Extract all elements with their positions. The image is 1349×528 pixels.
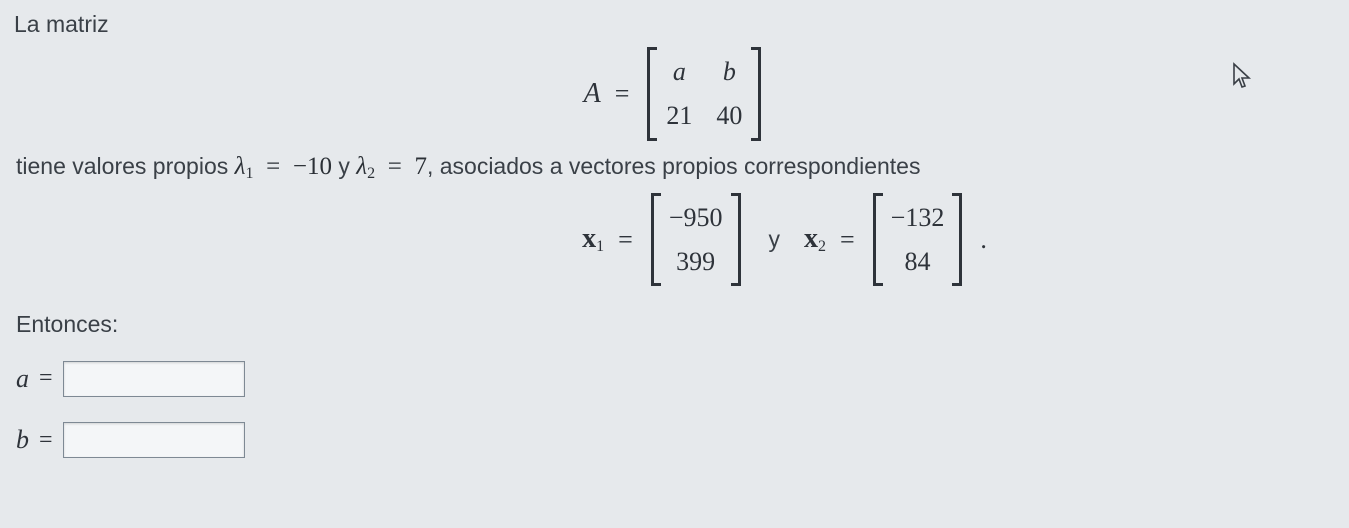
lambda1-symbol: λ1 xyxy=(235,153,254,180)
answer-label-b: b xyxy=(16,421,29,459)
line2-mid: y xyxy=(338,153,356,179)
matrix-A-40: 40 xyxy=(715,97,743,135)
answer-input-b[interactable] xyxy=(63,422,245,458)
matrix-equation-block: A = a b 21 40 xyxy=(14,47,1335,140)
period: . xyxy=(980,221,987,259)
answer-row-a: a = xyxy=(16,360,1335,398)
intro-text: La matriz xyxy=(14,8,1335,41)
line2-pre: tiene valores propios xyxy=(16,153,235,179)
vector-x2: −132 84 xyxy=(869,193,967,286)
eigen-text-line: tiene valores propios λ1 = −10 y λ2 = 7,… xyxy=(16,149,1335,185)
lambda2-symbol: λ2 xyxy=(356,153,375,180)
answer-row-b: b = xyxy=(16,421,1335,459)
entonces-label: Entonces: xyxy=(16,308,1335,341)
equals-sign-a: = xyxy=(39,361,53,396)
symbol-A: A xyxy=(584,74,601,115)
lambda2-value: 7 xyxy=(414,153,427,180)
equals-sign-2: = xyxy=(260,153,287,180)
answer-label-a: a xyxy=(16,360,29,398)
equals-sign-4: = xyxy=(618,221,633,259)
symbol-x1: x1 xyxy=(582,219,604,260)
equals-sign-3: = xyxy=(381,153,408,180)
vector-x1: −950 399 xyxy=(647,193,745,286)
vec1-r2: 399 xyxy=(669,243,723,281)
matrix-A-21: 21 xyxy=(665,97,693,135)
symbol-x2: x2 xyxy=(804,219,826,260)
equals-sign-1: = xyxy=(615,75,630,113)
lambda1-value: −10 xyxy=(293,153,332,180)
vec1-r1: −950 xyxy=(669,199,723,237)
matrix-A: a b 21 40 xyxy=(643,47,765,140)
separator-y: y xyxy=(769,223,781,256)
vec2-r2: 84 xyxy=(891,243,945,281)
vec2-r1: −132 xyxy=(891,199,945,237)
line2-post: , asociados a vectores propios correspon… xyxy=(427,153,921,179)
matrix-A-a: a xyxy=(665,53,693,91)
eigenvectors-block: x1 = −950 399 y x2 = −132 84 xyxy=(14,193,1335,286)
answer-input-a[interactable] xyxy=(63,361,245,397)
equals-sign-b: = xyxy=(39,423,53,458)
equals-sign-5: = xyxy=(840,221,855,259)
matrix-A-b: b xyxy=(715,53,743,91)
